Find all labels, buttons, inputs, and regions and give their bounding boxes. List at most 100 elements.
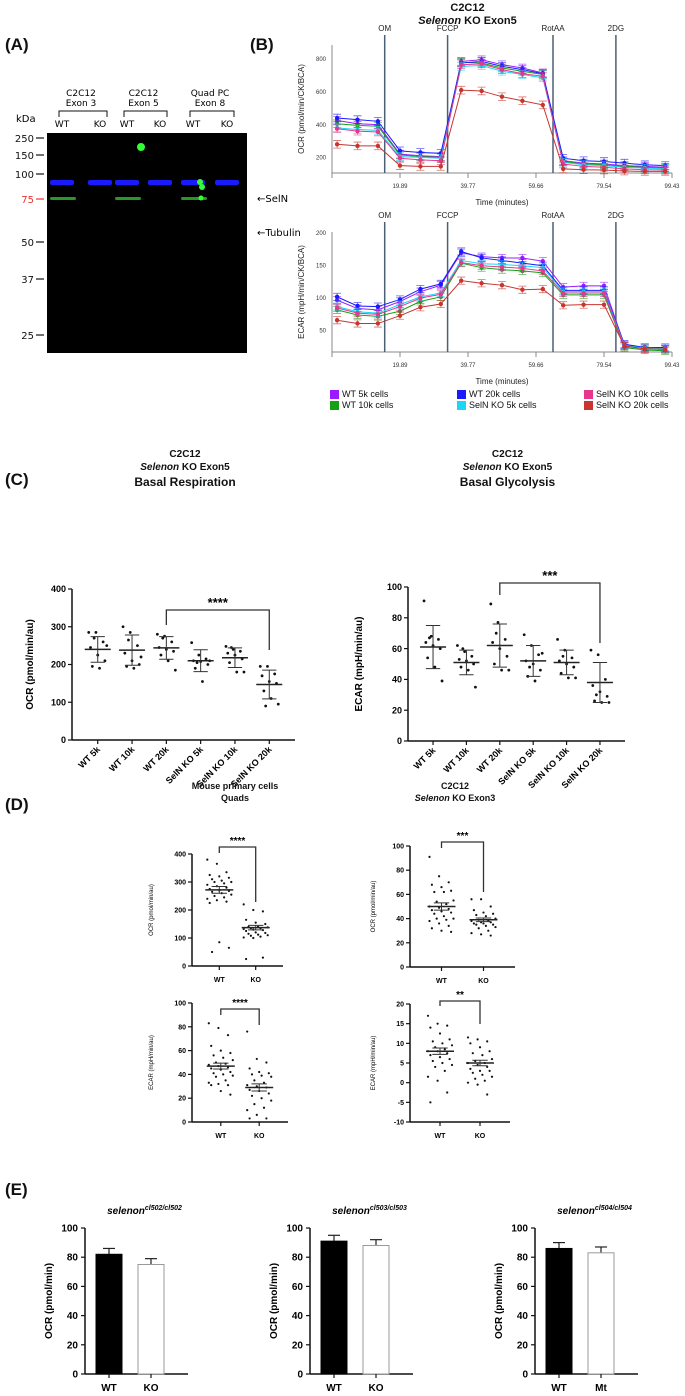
data-point <box>211 890 214 893</box>
data-point <box>218 875 221 878</box>
data-point <box>262 1106 266 1109</box>
data-point <box>607 701 611 704</box>
data-point <box>435 900 438 903</box>
gene-name-italic: Selenon <box>418 15 462 27</box>
data-point <box>230 880 233 884</box>
data-point <box>475 923 478 926</box>
data-point <box>478 1046 482 1049</box>
data-point <box>260 1097 263 1100</box>
quad-ocr-chart: 0 100 200 300 400 OCR (pmol/min/au) WT KO **** <box>149 836 283 984</box>
data-point <box>557 659 561 663</box>
data-point <box>440 886 443 889</box>
data-point <box>250 1073 254 1076</box>
gene-subtitle: KO Exon5 <box>461 15 517 27</box>
data-point <box>484 915 487 918</box>
y-tick-label: 20 <box>396 1001 404 1008</box>
panel-c2-heading: Basal Glycolysis <box>459 475 556 489</box>
data-point <box>622 168 627 174</box>
data-point <box>433 665 437 669</box>
significance-bracket <box>499 582 601 643</box>
data-point <box>428 919 431 923</box>
y-tick-label: 100 <box>51 697 66 707</box>
data-point <box>480 898 483 901</box>
data-point <box>601 290 607 296</box>
panel-b-title-line2: Selenon KO Exon5 <box>250 15 685 28</box>
data-point <box>255 1057 258 1061</box>
chart-title: selenoncl504/cl504 <box>557 1205 632 1217</box>
marker-label: 37 <box>21 275 34 286</box>
data-point <box>470 654 474 658</box>
x-tick-label: WT <box>326 1383 342 1394</box>
data-point <box>260 1074 263 1077</box>
data-point <box>466 1036 470 1039</box>
panel-c1-title: C2C12 Selenon KO Exon5 Basal Respiration <box>0 448 340 489</box>
data-point <box>493 662 496 666</box>
data-point <box>435 917 438 920</box>
group-label: C2C12 <box>129 89 159 99</box>
y-axis-title: OCR (pmol/min/CK/BCA) <box>297 64 306 154</box>
significance-bracket <box>440 841 485 892</box>
data-point <box>212 1054 215 1057</box>
data-point <box>224 644 228 648</box>
data-point <box>438 281 443 287</box>
data-point <box>487 929 490 932</box>
data-point <box>270 1099 273 1102</box>
data-point <box>123 651 127 655</box>
legend-item: SelN KO 10k cells <box>584 389 685 399</box>
data-point <box>422 599 426 603</box>
data-point <box>213 894 216 898</box>
data-point <box>469 1067 472 1070</box>
y-axis-title: OCR (pmol/min/au) <box>25 619 36 710</box>
y-tick-label: 60 <box>517 1282 529 1293</box>
data-point <box>218 941 221 944</box>
data-point <box>470 932 473 935</box>
data-point <box>249 934 252 937</box>
data-point <box>430 927 433 930</box>
data-point <box>159 653 163 657</box>
data-point <box>466 668 470 672</box>
ocr-timecourse-chart: 200 400 600 800 19.89 39.77 59.66 79.54 99.43 Tim… <box>297 24 680 207</box>
data-point <box>254 931 257 934</box>
data-point <box>505 654 509 658</box>
data-point <box>433 912 436 915</box>
data-point <box>220 879 223 882</box>
data-point <box>480 933 483 936</box>
data-point <box>355 303 360 309</box>
x-axis-title: Time (minutes) <box>475 198 528 207</box>
data-point <box>520 98 525 103</box>
panel-d2-title-line2: Selenon KO Exon3 <box>380 792 530 804</box>
x-tick-label: KO <box>250 977 261 984</box>
c2c12-exon3-ocr-chart: 0 20 40 60 80 100 OCR (pmol/min/au) WT KO *** <box>371 831 515 985</box>
data-point <box>561 654 565 658</box>
y-tick-label: 20 <box>292 1340 304 1351</box>
legend-label: SelN KO 5k cells <box>469 400 537 410</box>
data-point <box>428 855 431 858</box>
significance-stars: **** <box>230 836 246 847</box>
title-superscript: cl503/cl503 <box>370 1205 407 1212</box>
gene-subtitle: KO Exon5 <box>501 462 553 473</box>
significance-bracket <box>165 609 270 650</box>
data-point <box>206 897 209 900</box>
panel-b-title-line1: C2C12 <box>450 2 485 14</box>
data-point <box>254 921 257 924</box>
x-tick-label: WT <box>214 977 226 984</box>
data-point <box>246 1084 249 1087</box>
bar <box>137 1264 165 1375</box>
marker-label: 50 <box>21 238 34 249</box>
x-tick-label: Mt <box>595 1383 607 1394</box>
y-tick-label: 80 <box>292 1253 304 1264</box>
y-tick-label: -10 <box>394 1119 404 1126</box>
legend-label: WT 20k cells <box>469 389 521 399</box>
data-point <box>215 899 218 902</box>
data-point <box>222 1056 225 1059</box>
data-point <box>265 1117 268 1120</box>
data-point <box>418 305 423 310</box>
data-point <box>334 126 340 131</box>
panel-label-c: (C) <box>5 470 29 489</box>
data-point <box>217 1082 220 1086</box>
legend-swatch <box>330 400 339 410</box>
cl503-bar-chart: selenoncl503/cl503 0 20 40 60 80 100 OCR (pmol/… <box>269 1205 413 1394</box>
title-base: selenon <box>107 1206 145 1217</box>
data-point <box>440 910 443 913</box>
legend-label: WT 5k cells <box>342 389 389 399</box>
